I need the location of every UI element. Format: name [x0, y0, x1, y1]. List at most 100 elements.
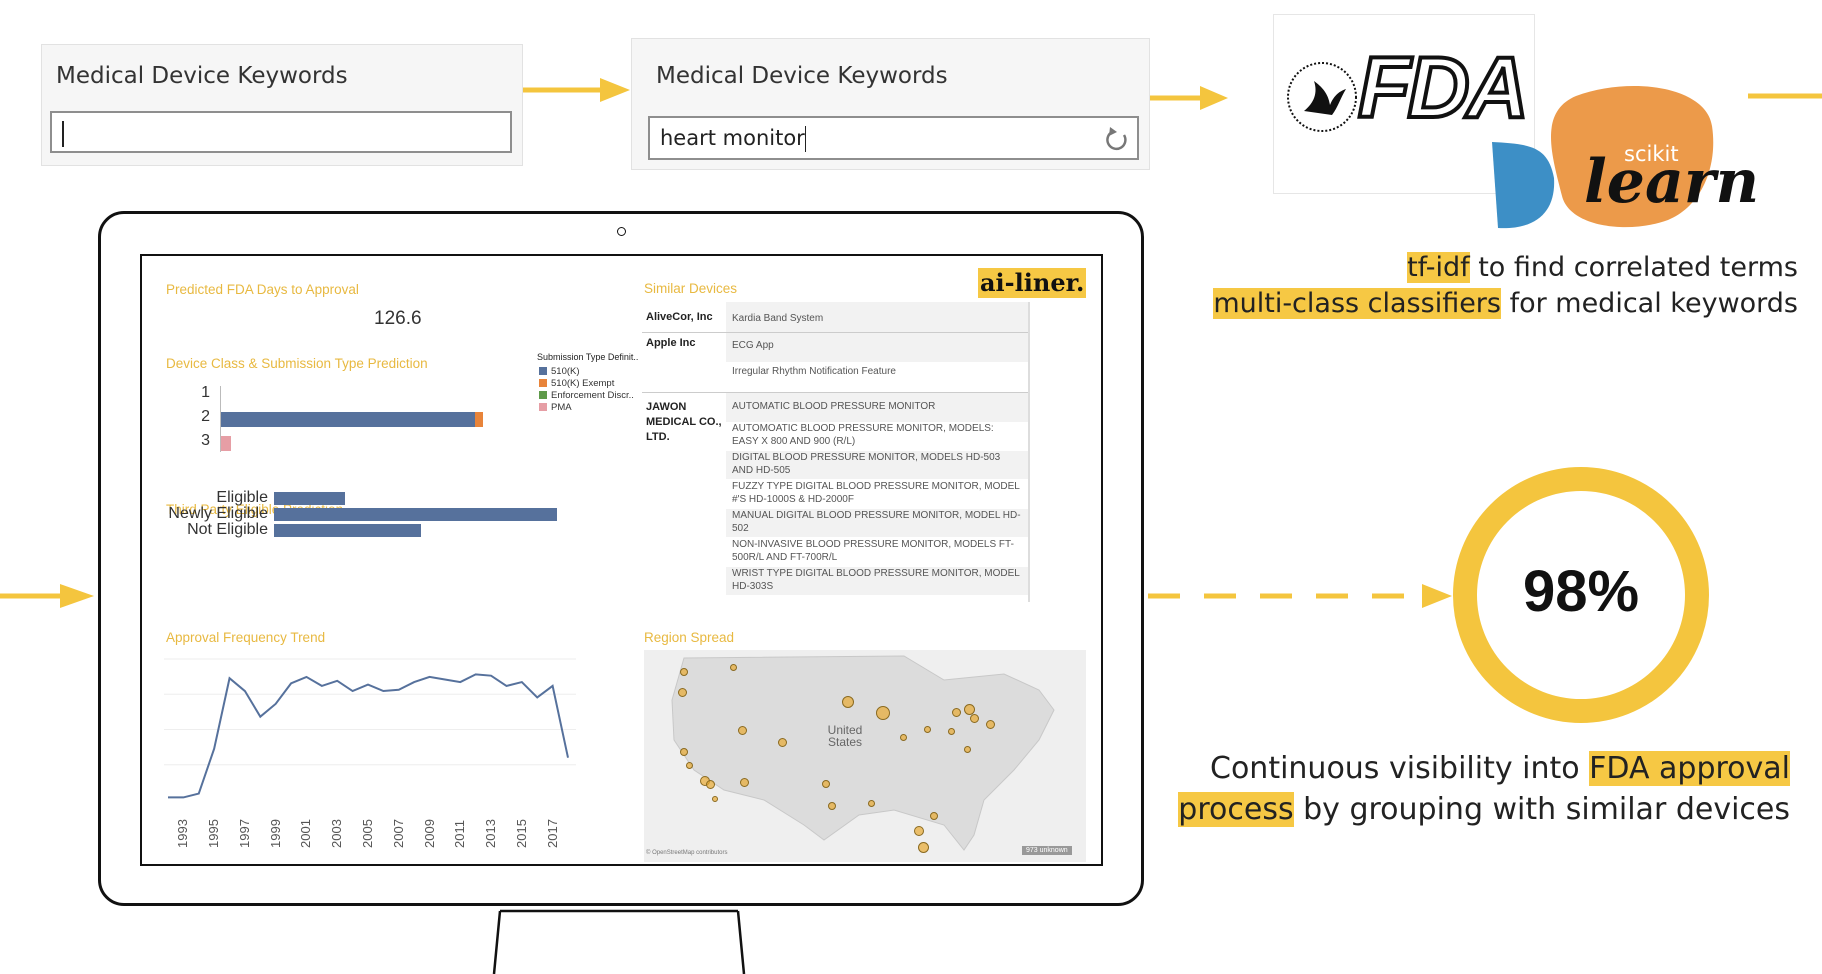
- classifier-text: for medical keywords: [1500, 288, 1798, 319]
- map-country-label: United States: [827, 723, 863, 749]
- map-credit: © OpenStreetMap contributors: [646, 850, 728, 856]
- year-tick-label: 1995: [206, 819, 222, 848]
- year-tick-label: 2011: [452, 820, 468, 848]
- fda-logo: FDA: [1273, 14, 1535, 194]
- map-location-marker[interactable]: [842, 696, 854, 708]
- dashboard-screen: ai-liner. Predicted FDA Days to Approval…: [140, 254, 1103, 866]
- map-location-marker[interactable]: [952, 708, 961, 717]
- map-location-marker[interactable]: [964, 704, 975, 715]
- device-row[interactable]: WRIST TYPE DIGITAL BLOOD PRESSURE MONITO…: [732, 568, 1020, 592]
- map-location-marker[interactable]: [986, 720, 995, 729]
- class-label-1: 1: [201, 384, 210, 401]
- map-location-marker[interactable]: [924, 726, 931, 733]
- map-location-marker[interactable]: [738, 726, 747, 735]
- legend-label: Enforcement Discr..: [551, 390, 634, 401]
- third-party-label: Eligible: [216, 489, 268, 506]
- map-location-marker[interactable]: [680, 668, 688, 676]
- legend-label: 510(K) Exempt: [551, 378, 615, 389]
- table-stripe: [726, 451, 1028, 479]
- map-location-marker[interactable]: [964, 746, 971, 753]
- region-map: United States © OpenStreetMap contributo…: [644, 650, 1086, 862]
- class-bar-segment: [475, 412, 483, 427]
- year-tick-label: 1997: [236, 819, 252, 848]
- accuracy-value: 98%: [1522, 559, 1640, 624]
- map-location-marker[interactable]: [778, 738, 787, 747]
- device-row[interactable]: Irregular Rhythm Notification Feature: [732, 366, 896, 377]
- device-row[interactable]: AUTOMATIC BLOOD PRESSURE MONITOR: [732, 401, 936, 412]
- year-tick-label: 2009: [421, 819, 437, 848]
- table-stripe: [726, 302, 1028, 332]
- table-divider: [642, 332, 1028, 333]
- reset-icon[interactable]: [1104, 126, 1130, 152]
- map-location-marker[interactable]: [868, 800, 875, 807]
- map-location-marker[interactable]: [712, 796, 718, 802]
- similar-devices-table: AliveCor, Inc Kardia Band System Apple I…: [642, 302, 1030, 602]
- map-location-marker[interactable]: [822, 780, 830, 788]
- legend-label: PMA: [551, 402, 572, 413]
- visibility-caption: Continuous visibility into FDA approval …: [1170, 748, 1790, 830]
- table-divider: [642, 392, 1028, 393]
- legend-swatch: [539, 379, 547, 388]
- device-row[interactable]: DIGITAL BLOOD PRESSURE MONITOR, MODELS H…: [732, 452, 1001, 476]
- similar-devices-title: Similar Devices: [644, 281, 738, 296]
- keyword-search-input-empty[interactable]: [50, 111, 512, 153]
- legend-item[interactable]: PMA: [539, 402, 572, 413]
- year-tick-label: 2017: [544, 819, 560, 848]
- map-location-marker[interactable]: [828, 802, 836, 810]
- keyword-search-input-filled[interactable]: heart monitor: [648, 116, 1139, 160]
- text-caret: [804, 126, 807, 152]
- map-location-marker[interactable]: [970, 714, 979, 723]
- keyword-panel-title: Medical Device Keywords: [656, 63, 948, 89]
- keyword-search-panel-empty: Medical Device Keywords: [41, 44, 523, 166]
- webcam-dot: [617, 227, 626, 236]
- year-tick-label: 2003: [329, 819, 345, 848]
- keyword-input-value: heart monitor: [660, 126, 805, 150]
- class-bar-segment: [221, 412, 476, 427]
- learn-text: learn: [1584, 147, 1760, 217]
- hhs-seal-icon: [1287, 62, 1357, 132]
- map-location-marker[interactable]: [876, 706, 890, 720]
- year-tick-label: 2007: [390, 819, 406, 848]
- caption-post: by grouping with similar devices: [1293, 792, 1790, 827]
- map-location-marker[interactable]: [680, 748, 688, 756]
- map-location-marker[interactable]: [678, 688, 687, 697]
- device-row[interactable]: ECG App: [732, 340, 774, 351]
- class-axis: [220, 386, 221, 452]
- class-prediction-title: Device Class & Submission Type Predictio…: [166, 356, 428, 371]
- legend-item[interactable]: 510(K): [539, 366, 580, 377]
- keyword-panel-title: Medical Device Keywords: [56, 63, 348, 89]
- device-row[interactable]: FUZZY TYPE DIGITAL BLOOD PRESSURE MONITO…: [732, 481, 1020, 505]
- unknown-badge[interactable]: 973 unknown: [1022, 846, 1072, 855]
- map-location-marker[interactable]: [948, 728, 955, 735]
- scikit-learn-logo: [1492, 86, 1714, 229]
- company-alivecor: AliveCor, Inc: [646, 311, 713, 323]
- device-row[interactable]: AUTOMOATIC BLOOD PRESSURE MONITOR, MODEL…: [732, 423, 994, 447]
- year-tick-label: 2013: [483, 819, 499, 848]
- table-stripe: [726, 567, 1028, 595]
- keyword-search-panel-filled: Medical Device Keywords heart monitor: [631, 38, 1150, 170]
- map-location-marker[interactable]: [914, 826, 924, 836]
- map-location-marker[interactable]: [706, 780, 715, 789]
- accuracy-ring: [1453, 467, 1709, 723]
- map-location-marker[interactable]: [686, 762, 693, 769]
- map-location-marker[interactable]: [740, 778, 749, 787]
- approval-trend-chart: [164, 658, 576, 799]
- legend-item[interactable]: Enforcement Discr..: [539, 390, 634, 401]
- brand-logo: ai-liner.: [978, 268, 1087, 298]
- legend-title: Submission Type Definit..: [537, 352, 639, 362]
- device-row[interactable]: Kardia Band System: [732, 313, 824, 324]
- map-location-marker[interactable]: [930, 812, 938, 820]
- map-location-marker[interactable]: [900, 734, 907, 741]
- third-party-bar: [274, 508, 557, 521]
- year-tick-label: 1999: [267, 819, 283, 848]
- predicted-days-value: 126.6: [374, 308, 422, 329]
- device-row[interactable]: NON-INVASIVE BLOOD PRESSURE MONITOR, MOD…: [732, 539, 1014, 563]
- map-location-marker[interactable]: [918, 842, 929, 853]
- device-row[interactable]: MANUAL DIGITAL BLOOD PRESSURE MONITOR, M…: [732, 510, 1021, 534]
- tfidf-text: to find correlated terms: [1469, 252, 1798, 283]
- map-location-marker[interactable]: [730, 664, 737, 671]
- third-party-label: Newly Eligible: [168, 505, 268, 522]
- legend-swatch: [539, 391, 547, 400]
- legend-item[interactable]: 510(K) Exempt: [539, 378, 614, 389]
